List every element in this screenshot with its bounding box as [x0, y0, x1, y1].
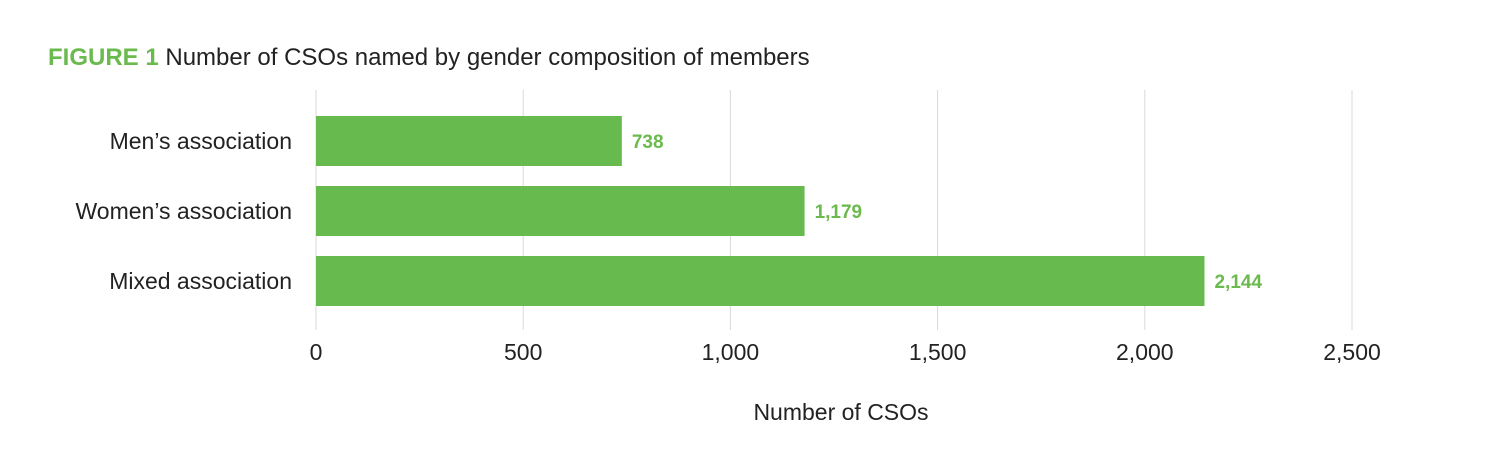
bar: [316, 116, 622, 166]
bars: [316, 116, 1205, 306]
bar: [316, 186, 805, 236]
x-tick-labels: 0 500 1,000 1,500 2,000 2,500: [310, 339, 1381, 365]
x-tick-label: 1,000: [702, 339, 760, 365]
x-tick-label: 2,000: [1116, 339, 1174, 365]
category-label: Men’s association: [110, 128, 292, 154]
data-labels: 738 1,179 2,144: [632, 132, 1263, 293]
figure-title: Number of CSOs named by gender compositi…: [165, 44, 810, 71]
x-tick-label: 500: [504, 339, 542, 365]
bar: [316, 256, 1205, 306]
chart-title: FIGURE 1 Number of CSOs named by gender …: [48, 44, 810, 72]
category-label: Women’s association: [76, 198, 292, 224]
x-tick-label: 1,500: [909, 339, 967, 365]
category-labels: Men’s association Women’s association Mixe…: [76, 128, 292, 294]
x-axis-title: Number of CSOs: [753, 399, 928, 425]
data-label: 2,144: [1214, 272, 1262, 293]
x-tick-label: 2,500: [1323, 339, 1381, 365]
data-label: 738: [632, 132, 664, 153]
x-tick-label: 0: [310, 339, 323, 365]
figure-label: FIGURE 1: [48, 44, 159, 71]
category-label: Mixed association: [109, 268, 292, 294]
data-label: 1,179: [815, 202, 863, 223]
